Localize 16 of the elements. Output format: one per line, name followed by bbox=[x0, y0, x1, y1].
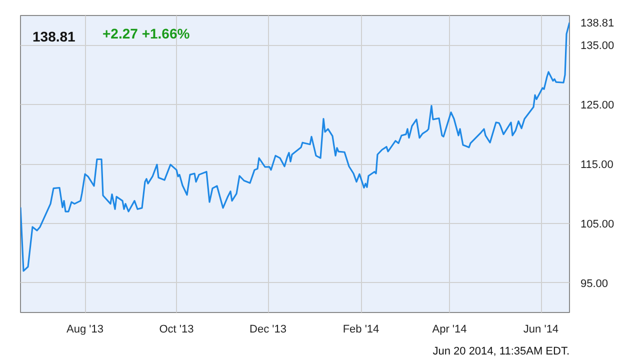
x-tick-label: Feb '14 bbox=[342, 324, 380, 336]
y-tick-label: 105.00 bbox=[580, 218, 614, 230]
x-tick-label: Dec '13 bbox=[250, 324, 286, 336]
x-tick-label: Apr '14 bbox=[432, 324, 467, 336]
data-label: 138.81 bbox=[580, 18, 614, 30]
y-tick-label: 125.00 bbox=[580, 100, 614, 112]
x-tick-label: Jun '14 bbox=[523, 324, 559, 336]
x-tick-label: Oct '13 bbox=[159, 324, 194, 336]
line-series bbox=[20, 22, 570, 272]
x-tick-label: Aug '13 bbox=[66, 324, 104, 336]
text: +2.27 +1.66% bbox=[102, 26, 190, 42]
y-tick-label: 95.00 bbox=[580, 278, 608, 290]
text: 138.81 bbox=[32, 28, 76, 44]
text: Jun 20 2014, 11:35AM EDT. bbox=[432, 346, 570, 358]
y-tick-label: 115.00 bbox=[580, 159, 614, 171]
y-tick-label: 135.00 bbox=[580, 40, 614, 52]
